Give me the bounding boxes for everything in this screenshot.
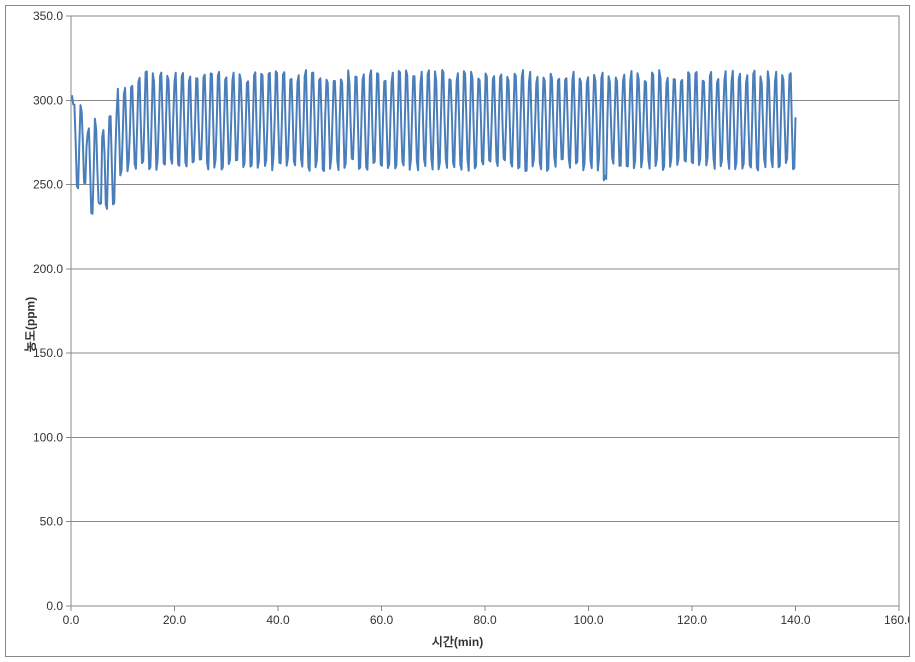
x-tick-label: 40.0	[266, 613, 290, 627]
x-tick-label: 100.0	[573, 613, 603, 627]
x-tick-label: 120.0	[677, 613, 707, 627]
y-tick-label: 350.0	[33, 9, 63, 23]
x-tick-label: 20.0	[163, 613, 187, 627]
y-tick-label: 0.0	[46, 599, 63, 613]
y-tick-label: 50.0	[40, 515, 64, 529]
x-tick-label: 80.0	[473, 613, 497, 627]
chart-container: 0.0 20.0 40.0 60.0 80.0 100.0 120.0 140.0 160.0 0…	[5, 5, 910, 657]
y-axis-label: 농도(ppm)	[22, 295, 39, 355]
x-tick-label: 140.0	[780, 613, 810, 627]
x-tick-label: 60.0	[370, 613, 394, 627]
line-chart: 0.0 20.0 40.0 60.0 80.0 100.0 120.0 140.0 160.0 0…	[6, 6, 909, 656]
x-axis-label: 시간(min)	[6, 633, 909, 650]
y-tick-label: 250.0	[33, 178, 63, 192]
y-tick-label: 300.0	[33, 93, 63, 107]
y-tick-label: 100.0	[33, 430, 63, 444]
x-tick-label: 160.0	[884, 613, 909, 627]
y-tick-label: 200.0	[33, 262, 63, 276]
x-tick-label: 0.0	[63, 613, 80, 627]
